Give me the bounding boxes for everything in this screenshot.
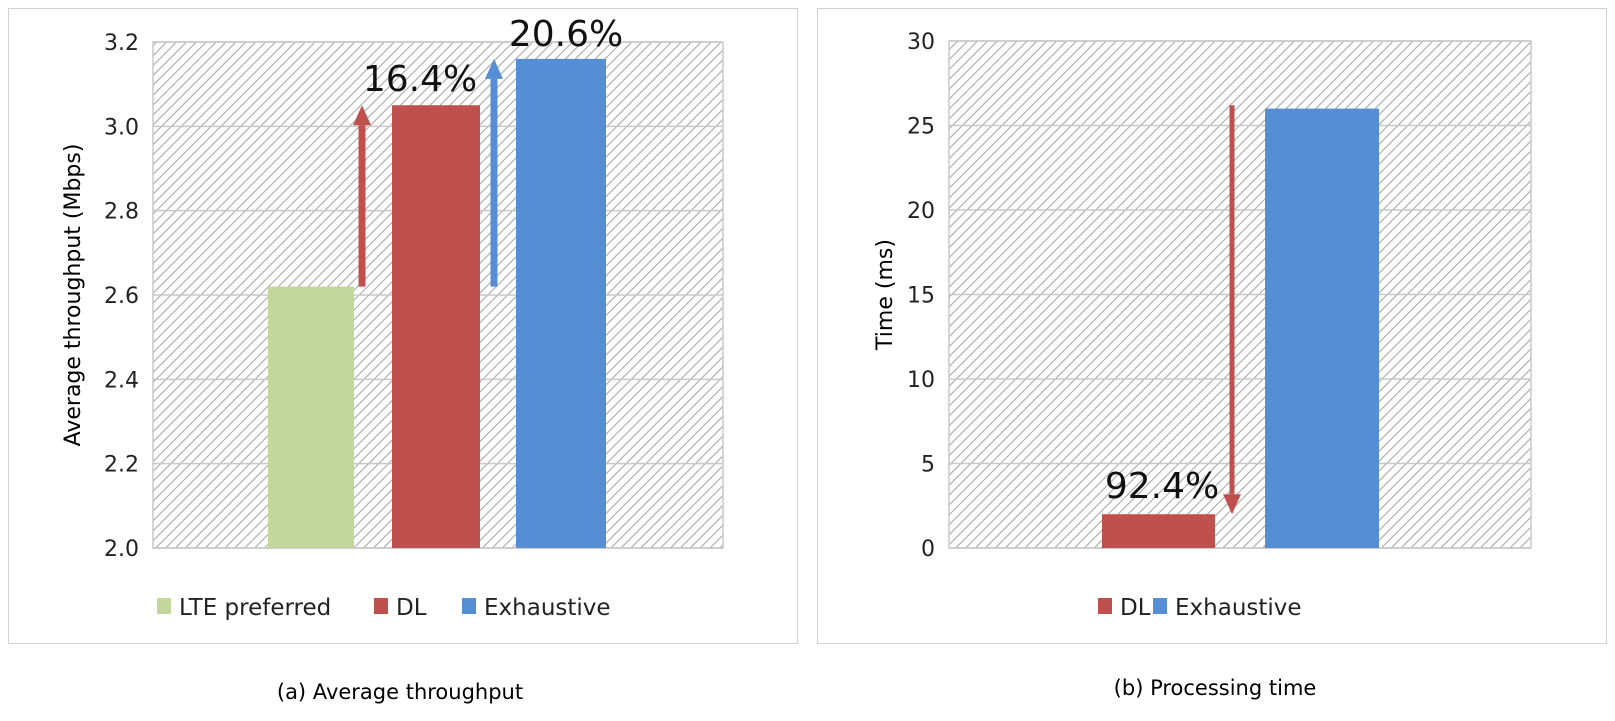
legend-swatch	[462, 598, 476, 614]
legend-swatch	[1098, 598, 1112, 614]
y-tick-label: 25	[907, 115, 935, 140]
bar-exhaustive	[1265, 108, 1379, 548]
y-tick-label: 20	[907, 199, 935, 224]
legend-swatch	[157, 598, 171, 614]
bar-dl	[392, 105, 480, 548]
annotation-arrow-head	[1223, 494, 1241, 515]
annotation-arrow-head	[353, 105, 371, 126]
legend-swatch	[1153, 598, 1167, 614]
bar-lte-preferred	[268, 286, 354, 548]
annotation-label: 20.6%	[509, 14, 623, 55]
y-tick-label: 2.4	[104, 368, 139, 393]
annotation-arrow-head	[485, 58, 503, 79]
y-tick-label: 3.2	[104, 31, 139, 56]
legend-label: DL	[1120, 595, 1151, 621]
y-tick-label: 5	[921, 453, 935, 478]
y-tick-label: 15	[907, 284, 935, 309]
y-tick-label: 2.8	[104, 200, 139, 225]
annotation-label: 16.4%	[363, 59, 477, 100]
chart-b-caption: (b) Processing time	[1113, 676, 1317, 700]
legend-label: Exhaustive	[1175, 595, 1302, 621]
y-tick-label: 30	[907, 30, 935, 55]
y-tick-label: 0	[921, 537, 935, 562]
chart-a-throughput: 2.0 2.2 2.4 2.6 2.8 3.0 3.2 Average throughput …	[61, 14, 724, 621]
y-axis-label: Time (ms)	[873, 239, 898, 351]
legend-label: DL	[396, 595, 427, 621]
legend-label: Exhaustive	[484, 595, 611, 621]
bar-dl	[1102, 514, 1215, 548]
annotation-label: 92.4%	[1105, 466, 1219, 507]
legend-label: LTE preferred	[179, 595, 331, 621]
plot-border	[948, 40, 1532, 549]
chart-b-processing-time: 0 5 10 15 20 25 30 Time (ms) 92.4% DL Exhaustive	[873, 30, 1532, 621]
y-tick-label: 2.6	[104, 284, 139, 309]
bar-exhaustive	[516, 58, 606, 548]
legend-swatch	[374, 598, 388, 614]
y-tick-label: 10	[907, 368, 935, 393]
y-axis-label: Average throughput (Mbps)	[61, 144, 86, 447]
y-tick-label: 2.0	[104, 537, 139, 562]
y-tick-label: 3.0	[104, 115, 139, 140]
chart-a-caption: (a) Average throughput	[276, 680, 524, 704]
y-tick-label: 2.2	[104, 453, 139, 478]
